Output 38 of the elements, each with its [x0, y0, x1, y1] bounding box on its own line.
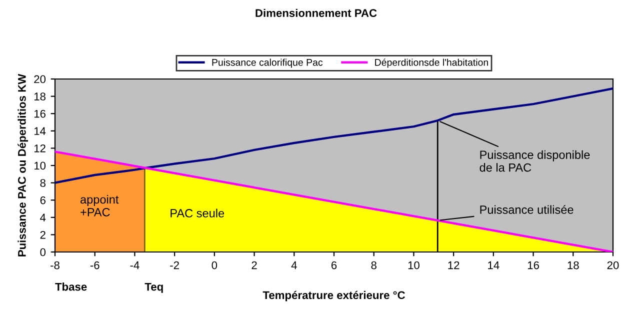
x-tick-label: -4 — [130, 261, 140, 270]
annotation: PAC seule — [170, 208, 224, 218]
x-tick-label: 6 — [331, 261, 337, 270]
y-tick-label: 6 — [40, 196, 46, 204]
x-tick-label: 10 — [408, 261, 420, 270]
x-tick-label: 8 — [371, 261, 376, 270]
x-tick-label: 14 — [488, 261, 500, 270]
annotation: Puissance utilisée — [480, 205, 574, 214]
x-tick-label: 12 — [448, 261, 460, 270]
legend-label: Déperditionsde l'habitation — [375, 58, 488, 68]
y-tick-label: 0 — [40, 248, 46, 256]
x-axis-title: Températrure extérieure °C — [262, 290, 405, 302]
y-tick-label: 2 — [40, 230, 46, 239]
y-tick-label: 18 — [34, 92, 46, 100]
y-tick-label: 20 — [34, 75, 46, 84]
y-tick-label: 10 — [34, 162, 46, 170]
annotation: Tbase — [55, 282, 87, 291]
y-tick-label: 16 — [34, 110, 46, 118]
x-tick-label: 4 — [291, 261, 297, 270]
x-tick-label: 2 — [252, 261, 257, 270]
x-tick-label: -8 — [50, 261, 60, 270]
line-series — [55, 87, 613, 184]
y-tick-label: 8 — [40, 179, 46, 187]
annotation: Teq — [144, 282, 163, 293]
y-tick-label: 14 — [34, 127, 46, 135]
legend-label: Puissance calorifique Pac — [212, 58, 323, 68]
annotation: Puissance disponible de la PAC — [480, 150, 590, 172]
x-tick-label: 20 — [607, 261, 619, 270]
x-tick-label: 0 — [212, 261, 218, 270]
y-tick-label: 4 — [40, 214, 46, 222]
x-tick-label: 18 — [568, 261, 579, 270]
x-tick-label: -6 — [90, 261, 100, 270]
annotation: appoint +PAC — [80, 194, 119, 216]
x-tick-label: 16 — [528, 261, 539, 270]
chart-title: Dimensionnement PAC — [256, 8, 377, 17]
y-axis-title: Puissance PAC ou Déperditios KW — [18, 74, 28, 256]
x-tick-label: -2 — [170, 261, 179, 270]
y-tick-label: 12 — [34, 144, 46, 152]
